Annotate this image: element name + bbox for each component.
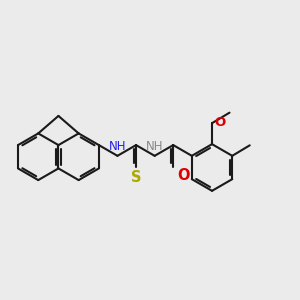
Text: NH: NH: [146, 140, 164, 153]
Text: S: S: [131, 169, 141, 184]
Text: O: O: [178, 168, 190, 183]
Text: NH: NH: [109, 140, 126, 153]
Text: O: O: [214, 116, 226, 129]
